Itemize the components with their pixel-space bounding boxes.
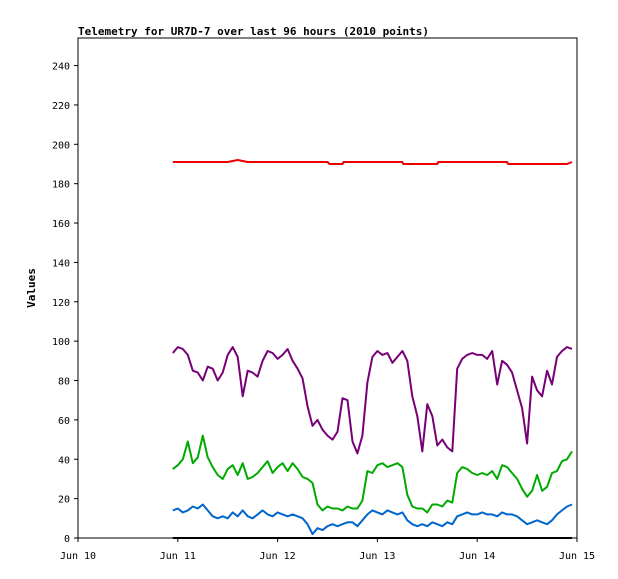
y-tick-label: 80 [58, 377, 70, 388]
y-axis: 0 20 40 60 80 100 120 140 160 180 200 220 240 [52, 62, 78, 545]
chart-title: Telemetry for UR7D-7 over last 96 hours … [78, 25, 429, 38]
y-tick-label: 20 [58, 495, 70, 506]
y-axis-label: Values [25, 268, 38, 308]
y-tick-label: 0 [64, 534, 70, 545]
y-tick-label: 200 [52, 140, 70, 151]
series-layer [172, 159, 573, 539]
y-tick-label: 180 [52, 180, 70, 191]
x-tick-label: Jun 10 [60, 551, 96, 562]
y-tick-label: 40 [58, 455, 70, 466]
x-tick-label: Jun 14 [459, 551, 495, 562]
plot-frame [77, 37, 578, 539]
x-tick-label: Jun 15 [559, 551, 595, 562]
x-tick-label: Jun 12 [260, 551, 296, 562]
y-tick-label: 160 [52, 219, 70, 230]
series-line-1 [172, 346, 573, 455]
series-line-3 [172, 503, 573, 536]
y-tick-label: 120 [52, 298, 70, 309]
x-tick-label: Jun 13 [359, 551, 395, 562]
x-tick-label: Jun 11 [160, 551, 196, 562]
x-axis: Jun 10 Jun 11 Jun 12 Jun 13 Jun 14 Jun 15 [60, 538, 595, 562]
series-line-0 [172, 159, 573, 165]
series-line-2 [172, 434, 573, 514]
y-tick-label: 220 [52, 101, 70, 112]
y-tick-label: 140 [52, 258, 70, 269]
y-tick-label: 240 [52, 62, 70, 73]
y-tick-label: 100 [52, 337, 70, 348]
y-tick-label: 60 [58, 416, 70, 427]
